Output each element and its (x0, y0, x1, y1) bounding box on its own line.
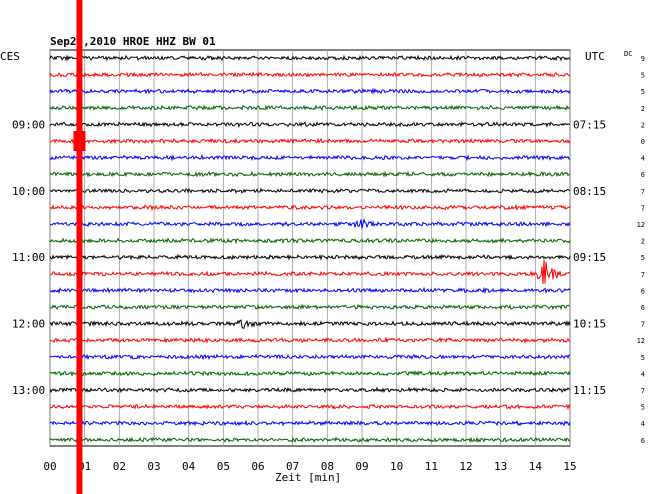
x-tick-label: 04 (182, 460, 196, 473)
trace-line (49, 187, 571, 194)
dc-value: 12 (637, 337, 645, 345)
dc-value: 6 (641, 437, 645, 445)
time-marker (76, 0, 83, 494)
x-tick-label: 15 (563, 460, 576, 473)
trace-line (49, 154, 570, 162)
dc-value: 9 (641, 55, 645, 63)
dc-value: 12 (637, 221, 645, 229)
left-time-label: 11:00 (12, 251, 45, 264)
right-time-label: 10:15 (573, 318, 606, 331)
trace-line (49, 403, 571, 411)
x-tick-label: 02 (113, 460, 126, 473)
left-axis-label: CES (0, 50, 20, 63)
dc-value: 7 (641, 387, 645, 395)
x-tick-label: 07 (286, 460, 299, 473)
dc-value: 2 (641, 238, 645, 246)
marker-group (73, 0, 86, 494)
left-time-label: 13:00 (12, 384, 45, 397)
right-time-label: 09:15 (573, 251, 606, 264)
time-labels: 09:00 10:00 11:00 12:00 13:00 07:15 08:15 09:15… (12, 118, 606, 397)
x-tick-label: 14 (529, 460, 543, 473)
x-tick-label: 05 (217, 460, 230, 473)
x-tick-label: 11 (425, 460, 438, 473)
trace-line (49, 369, 571, 378)
trace-line (49, 170, 571, 178)
dc-value: 7 (641, 271, 645, 279)
plot-grid (49, 49, 571, 447)
right-axis-label: UTC (585, 50, 605, 63)
dc-value: 5 (641, 354, 645, 362)
x-tick-label: 09 (355, 460, 368, 473)
dc-header: DC (624, 50, 632, 58)
trace-line (49, 386, 571, 394)
x-tick-label: 08 (321, 460, 334, 473)
x-tick-label: 03 (147, 460, 160, 473)
left-time-label: 10:00 (12, 185, 45, 198)
x-tick-label: 00 (43, 460, 56, 473)
trace-line (49, 436, 571, 443)
trace-line (49, 217, 571, 229)
x-tick-label: 06 (251, 460, 264, 473)
dc-value: 2 (641, 121, 645, 129)
dc-value: 5 (641, 404, 645, 412)
dc-value: 5 (641, 254, 645, 262)
trace-line (49, 87, 571, 95)
trace-line (49, 104, 571, 111)
x-tick-label: 12 (459, 460, 472, 473)
trace-line (49, 286, 571, 295)
right-time-label: 07:15 (573, 118, 606, 131)
dc-value: 7 (641, 188, 645, 196)
x-axis-label: Zeit [min] (275, 471, 341, 484)
trace-line (49, 121, 571, 128)
dc-value: 4 (641, 155, 645, 163)
trace-line (49, 54, 571, 62)
dc-values: 9 5 5 2 2 0 4 6 7 7 12 2 5 7 6 6 7 12 5 4 7 5 4 6 (637, 55, 645, 445)
dc-value: 6 (641, 287, 645, 295)
chart-title: Sep25,2010 HROE HHZ BW 01 (50, 35, 216, 48)
dc-value: 7 (641, 204, 645, 212)
marker-event-blob (73, 131, 86, 151)
dc-value: 5 (641, 88, 645, 96)
dc-value: 5 (641, 72, 645, 80)
x-tick-label: 10 (390, 460, 403, 473)
trace-line (49, 137, 571, 145)
right-time-label: 11:15 (573, 384, 606, 397)
left-time-label: 12:00 (12, 318, 45, 331)
trace-line (49, 253, 571, 261)
trace-line (49, 336, 571, 344)
dc-value: 4 (641, 370, 645, 378)
left-time-label: 09:00 (12, 118, 45, 131)
dc-value: 7 (641, 321, 645, 329)
trace-line (49, 353, 571, 361)
dc-value: 6 (641, 171, 645, 179)
trace-line (49, 237, 571, 245)
trace-line (49, 203, 571, 212)
dc-value: 4 (641, 420, 645, 428)
trace-line (49, 259, 571, 284)
dc-value: 2 (641, 105, 645, 113)
dc-value: 0 (641, 138, 645, 146)
trace-line (49, 319, 571, 329)
x-tick-label: 13 (494, 460, 507, 473)
trace-group (49, 54, 571, 443)
dc-value: 6 (641, 304, 645, 312)
trace-line (49, 419, 571, 427)
trace-line (49, 303, 571, 311)
trace-line (49, 71, 571, 78)
right-time-label: 08:15 (573, 185, 606, 198)
